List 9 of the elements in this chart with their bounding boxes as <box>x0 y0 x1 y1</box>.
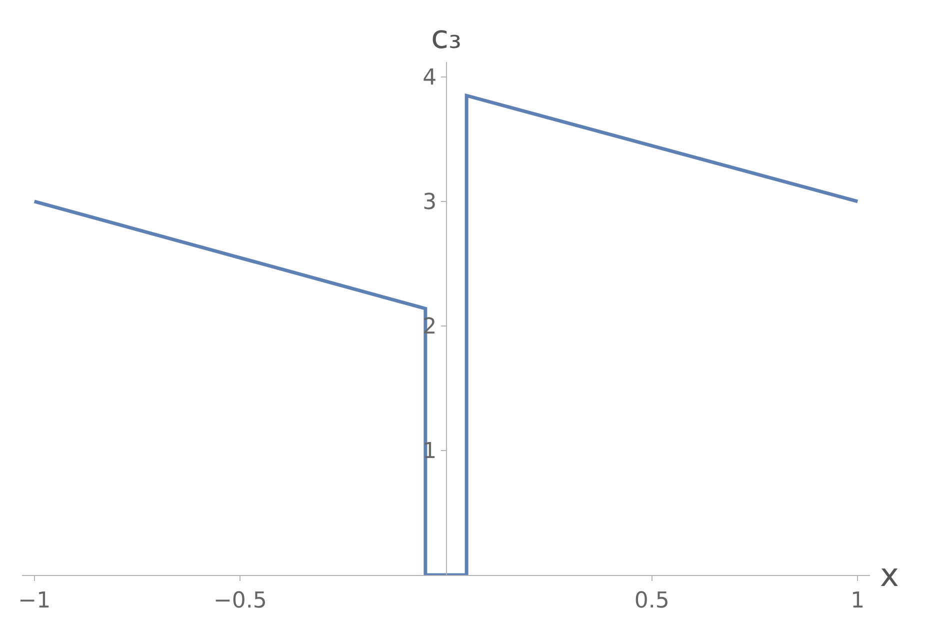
x-axis-title: x <box>880 556 899 594</box>
x-tick-label: −1 <box>18 588 51 614</box>
x-tick-label: −0.5 <box>213 588 267 614</box>
line-series <box>32 94 860 575</box>
y-axis-title: c₃ <box>431 18 462 56</box>
x-tick-label: 1 <box>850 588 865 614</box>
y-tick-label: 3 <box>422 190 437 216</box>
y-tick-label: 4 <box>422 66 437 91</box>
x-tick-label: 0.5 <box>634 588 670 614</box>
